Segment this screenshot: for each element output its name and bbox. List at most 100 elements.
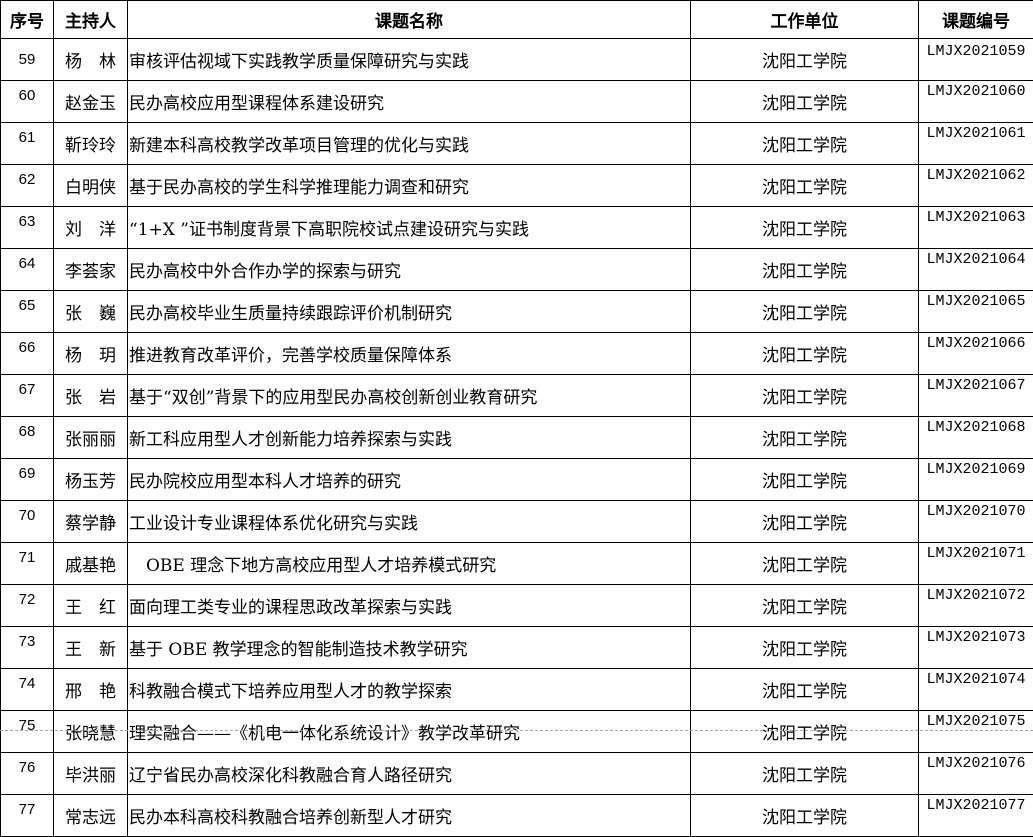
project-code: LMJX2021065: [919, 291, 1033, 333]
project-title: 新工科应用型人才创新能力培养探索与实践: [128, 417, 691, 459]
project-code: LMJX2021071: [919, 543, 1033, 585]
host-name: 靳玲玲: [54, 123, 128, 165]
row-number: 69: [1, 459, 54, 501]
work-unit: 沈阳工学院: [691, 669, 919, 711]
header-host: 主持人: [54, 1, 128, 39]
project-title: 基于“双创”背景下的应用型民办高校创新创业教育研究: [128, 375, 691, 417]
row-number: 76: [1, 753, 54, 795]
header-title: 课题名称: [128, 1, 691, 39]
row-number: 73: [1, 627, 54, 669]
work-unit: 沈阳工学院: [691, 795, 919, 837]
row-number: 59: [1, 39, 54, 81]
project-title: 基于民办高校的学生科学推理能力调查和研究: [128, 165, 691, 207]
project-title: 新建本科高校教学改革项目管理的优化与实践: [128, 123, 691, 165]
project-title: 民办高校毕业生质量持续跟踪评价机制研究: [128, 291, 691, 333]
host-name: 常志远: [54, 795, 128, 837]
row-number: 62: [1, 165, 54, 207]
row-number: 70: [1, 501, 54, 543]
project-code: LMJX2021074: [919, 669, 1033, 711]
row-number: 67: [1, 375, 54, 417]
header-code: 课题编号: [919, 1, 1033, 39]
project-code: LMJX2021070: [919, 501, 1033, 543]
project-code: LMJX2021067: [919, 375, 1033, 417]
work-unit: 沈阳工学院: [691, 753, 919, 795]
work-unit: 沈阳工学院: [691, 123, 919, 165]
host-name: 张 巍: [54, 291, 128, 333]
project-code: LMJX2021072: [919, 585, 1033, 627]
host-name: 蔡学静: [54, 501, 128, 543]
project-title: 审核评估视域下实践教学质量保障研究与实践: [128, 39, 691, 81]
row-number: 63: [1, 207, 54, 249]
project-title: 推进教育改革评价，完善学校质量保障体系: [128, 333, 691, 375]
work-unit: 沈阳工学院: [691, 81, 919, 123]
row-number: 77: [1, 795, 54, 837]
project-code: LMJX2021064: [919, 249, 1033, 291]
project-code: LMJX2021063: [919, 207, 1033, 249]
project-code: LMJX2021060: [919, 81, 1033, 123]
host-name: 赵金玉: [54, 81, 128, 123]
header-unit: 工作单位: [691, 1, 919, 39]
project-title: 民办高校应用型课程体系建设研究: [128, 81, 691, 123]
project-code: LMJX2021066: [919, 333, 1033, 375]
work-unit: 沈阳工学院: [691, 207, 919, 249]
row-number: 66: [1, 333, 54, 375]
project-title: 科教融合模式下培养应用型人才的教学探索: [128, 669, 691, 711]
project-title: 基于 OBE 教学理念的智能制造技术教学研究: [128, 627, 691, 669]
project-title: 辽宁省民办高校深化科教融合育人路径研究: [128, 753, 691, 795]
project-title: 民办高校中外合作办学的探索与研究: [128, 249, 691, 291]
row-number: 68: [1, 417, 54, 459]
work-unit: 沈阳工学院: [691, 585, 919, 627]
work-unit: 沈阳工学院: [691, 39, 919, 81]
host-name: 李荟家: [54, 249, 128, 291]
host-name: 杨玉芳: [54, 459, 128, 501]
work-unit: 沈阳工学院: [691, 375, 919, 417]
row-number: 64: [1, 249, 54, 291]
work-unit: 沈阳工学院: [691, 501, 919, 543]
project-code: LMJX2021069: [919, 459, 1033, 501]
host-name: 王 新: [54, 627, 128, 669]
row-number: 71: [1, 543, 54, 585]
host-name: 戚基艳: [54, 543, 128, 585]
project-title: 民办本科高校科教融合培养创新型人才研究: [128, 795, 691, 837]
project-code: LMJX2021061: [919, 123, 1033, 165]
header-row: 序号 主持人 课题名称 工作单位 课题编号: [1, 1, 1033, 39]
project-title: 工业设计专业课程体系优化研究与实践: [128, 501, 691, 543]
host-name: 张丽丽: [54, 417, 128, 459]
work-unit: 沈阳工学院: [691, 333, 919, 375]
host-name: 毕洪丽: [54, 753, 128, 795]
work-unit: 沈阳工学院: [691, 459, 919, 501]
work-unit: 沈阳工学院: [691, 249, 919, 291]
work-unit: 沈阳工学院: [691, 627, 919, 669]
host-name: 杨 玥: [54, 333, 128, 375]
work-unit: 沈阳工学院: [691, 543, 919, 585]
row-number: 74: [1, 669, 54, 711]
project-code: LMJX2021062: [919, 165, 1033, 207]
work-unit: 沈阳工学院: [691, 165, 919, 207]
host-name: 白明侠: [54, 165, 128, 207]
project-code: LMJX2021068: [919, 417, 1033, 459]
row-number: 61: [1, 123, 54, 165]
row-number: 65: [1, 291, 54, 333]
host-name: 刘 洋: [54, 207, 128, 249]
work-unit: 沈阳工学院: [691, 417, 919, 459]
host-name: 杨 林: [54, 39, 128, 81]
project-code: LMJX2021077: [919, 795, 1033, 837]
host-name: 邢 艳: [54, 669, 128, 711]
project-title: 民办院校应用型本科人才培养的研究: [128, 459, 691, 501]
